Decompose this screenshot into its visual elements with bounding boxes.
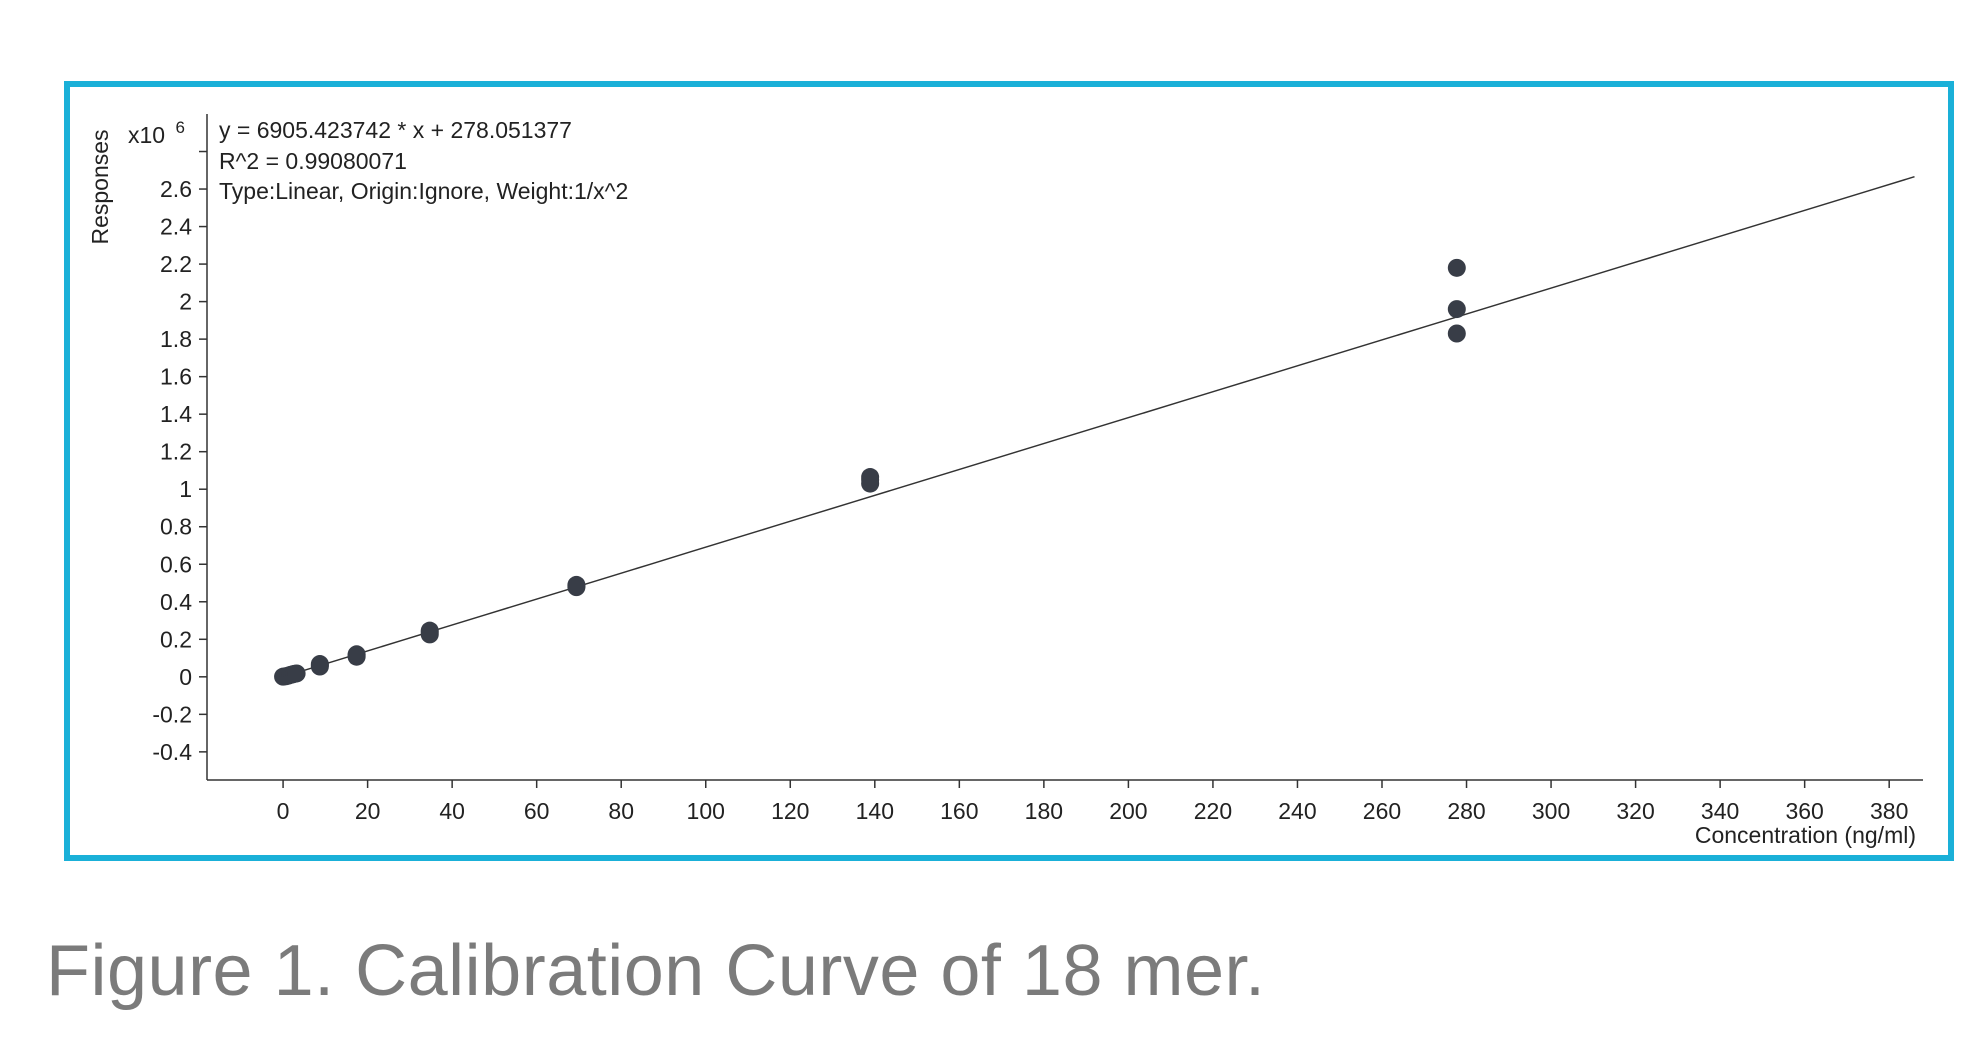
y-tick-label: 0.4 [160, 589, 192, 615]
y-ticks: -0.4 -0.2 0 0.2 0.4 0.6 0.8 1 1.2 1.4 1.6 1.8 2 2.2 2.… [152, 150, 207, 765]
y-tick-label: 0 [179, 664, 192, 690]
data-point [861, 468, 880, 487]
x-axis-title: Concentration (ng/ml) [1695, 822, 1916, 848]
y-tick-label: 2 [179, 289, 192, 315]
x-tick-label: 340 [1701, 798, 1739, 824]
x-tick-label: 260 [1363, 798, 1401, 824]
y-tick-label: 1.6 [160, 364, 192, 390]
x-tick-label: 120 [771, 798, 809, 824]
x-tick-label: 280 [1447, 798, 1485, 824]
figure-caption: Figure 1. Calibration Curve of 18 mer. [46, 931, 1266, 1011]
y-tick-label: 1.2 [160, 439, 192, 465]
y-axis-title: Responses [87, 129, 113, 244]
y-tick-label: 0.6 [160, 551, 192, 577]
y-tick-label: 0.8 [160, 514, 192, 540]
x-ticks: 0 20 40 60 80 100 120 140 160 180 200 220 240 260 280 3… [277, 780, 1908, 824]
y-tick-label: 2.4 [160, 214, 192, 240]
fit-type-annotation: Type:Linear, Origin:Ignore, Weight:1/x^2 [219, 178, 628, 204]
y-tick-label: 1.4 [160, 401, 192, 427]
y-tick-label: -0.4 [152, 739, 192, 765]
x-tick-label: 0 [277, 798, 290, 824]
x-tick-label: 160 [940, 798, 978, 824]
y-axis-multiplier: x10 6 [128, 118, 185, 148]
data-points [274, 258, 1466, 686]
y-tick-label: -0.2 [152, 701, 192, 727]
x-tick-label: 380 [1870, 798, 1908, 824]
data-point [310, 655, 329, 674]
x-tick-label: 180 [1025, 798, 1063, 824]
x-tick-label: 140 [856, 798, 894, 824]
x-tick-label: 360 [1785, 798, 1823, 824]
x-tick-label: 80 [608, 798, 634, 824]
y-tick-label: 2.6 [160, 176, 192, 202]
axes [206, 114, 1923, 781]
data-point [567, 575, 586, 594]
fit-line [282, 175, 1915, 678]
data-point [1447, 324, 1466, 343]
data-point [347, 645, 366, 664]
y-tick-label: 1.8 [160, 326, 192, 352]
x-tick-label: 200 [1109, 798, 1147, 824]
x-tick-label: 40 [439, 798, 465, 824]
data-point [420, 621, 439, 640]
x-tick-label: 240 [1278, 798, 1316, 824]
x-tick-label: 60 [524, 798, 550, 824]
x-tick-label: 100 [687, 798, 725, 824]
equation-annotation: y = 6905.423742 * x + 278.051377 [219, 117, 572, 143]
data-point [1447, 300, 1466, 319]
chart-frame [64, 81, 1954, 861]
y-tick-label: 2.2 [160, 251, 192, 277]
y-multiplier-base: x10 [128, 122, 165, 148]
data-point [1447, 258, 1466, 277]
y-multiplier-exp: 6 [175, 118, 184, 137]
x-tick-label: 20 [355, 798, 381, 824]
data-point [287, 664, 306, 683]
x-tick-label: 300 [1532, 798, 1570, 824]
y-tick-label: 0.2 [160, 626, 192, 652]
x-tick-label: 320 [1616, 798, 1654, 824]
x-tick-label: 220 [1194, 798, 1232, 824]
y-tick-label: 1 [179, 476, 192, 502]
r-squared-annotation: R^2 = 0.99080071 [219, 148, 407, 174]
